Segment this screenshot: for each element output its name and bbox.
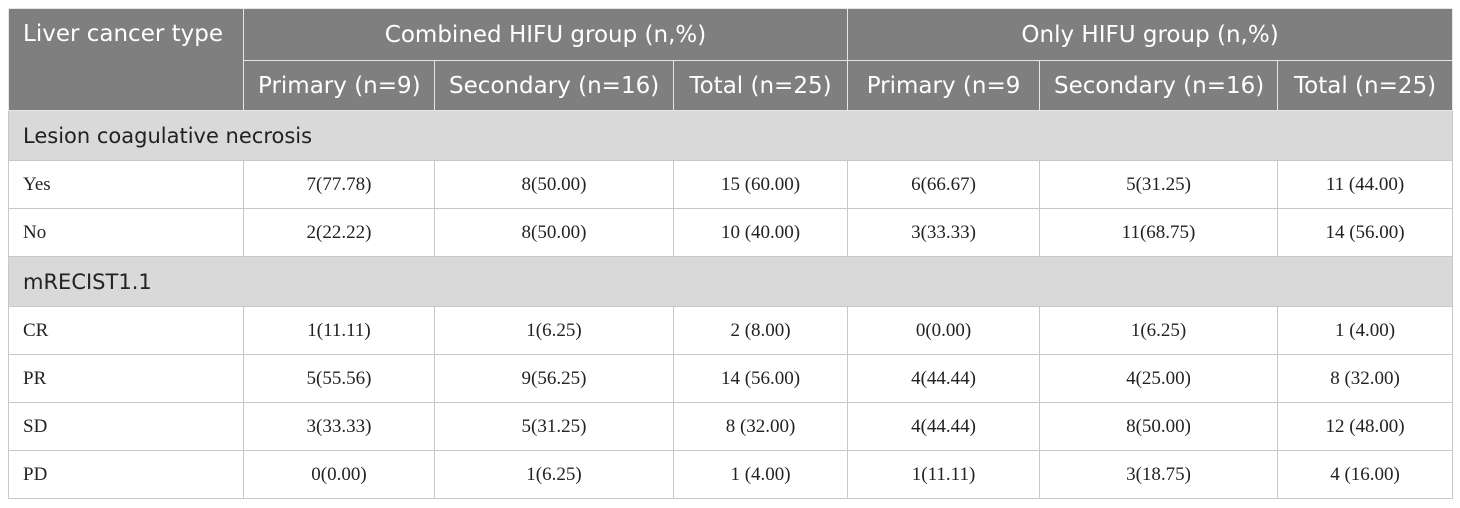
cell: 4(44.44) (847, 354, 1041, 403)
row-label: SD (8, 402, 244, 451)
cell: 7(77.78) (243, 160, 435, 209)
table-header: Liver cancer type Combined HIFU group (n… (8, 8, 1454, 111)
group-header: Only HIFU group (n,%) (847, 8, 1454, 61)
header-row: Primary (n=9) Secondary (n=16) Total (n=25… (9, 60, 1454, 111)
cell: 11(68.75) (1039, 208, 1279, 257)
column-header: Primary (n=9) (243, 60, 435, 111)
cell: 8 (32.00) (1277, 354, 1454, 403)
cell: 8(50.00) (434, 160, 674, 209)
header-row: Liver cancer type Combined HIFU group (n… (8, 8, 1454, 111)
row-label: PD (8, 450, 244, 499)
table-body: Lesion coagulative necrosis Yes 7(77.78) 8(… (7, 110, 1454, 499)
data-row: No 2(22.22) 8(50.00) 10 (40.00) 3(33.33) 11(6… (8, 208, 1454, 257)
cell: 10 (40.00) (672, 208, 849, 257)
section-title: mRECIST1.1 (7, 256, 1454, 307)
row-label: Yes (8, 160, 244, 209)
corner-header: Liver cancer type (8, 8, 244, 111)
column-header: Total (n=25) (1277, 60, 1454, 111)
row-label: PR (8, 354, 244, 403)
cell: 8(50.00) (1039, 402, 1279, 451)
data-row: Yes 7(77.78) 8(50.00) 15 (60.00) 6(66.67) 5(3… (8, 160, 1454, 209)
cell: 14 (56.00) (1277, 208, 1454, 257)
cell: 1(6.25) (434, 450, 674, 499)
cell: 1(6.25) (434, 306, 674, 355)
data-row: CR 1(11.11) 1(6.25) 2 (8.00) 0(0.00) 1(6.25) 1… (8, 306, 1454, 355)
section-row: Lesion coagulative necrosis (7, 110, 1454, 161)
column-header: Secondary (n=16) (1039, 60, 1279, 111)
row-label: No (8, 208, 244, 257)
cell: 15 (60.00) (672, 160, 849, 209)
cell: 0(0.00) (243, 450, 435, 499)
cell: 4 (16.00) (1277, 450, 1454, 499)
cell: 5(31.25) (434, 402, 674, 451)
cell: 9(56.25) (434, 354, 674, 403)
section-row: mRECIST1.1 (7, 256, 1454, 307)
cell: 3(18.75) (1039, 450, 1279, 499)
data-row: PD 0(0.00) 1(6.25) 1 (4.00) 1(11.11) 3(18.75)… (8, 450, 1454, 499)
cell: 1(6.25) (1039, 306, 1279, 355)
cell: 8(50.00) (434, 208, 674, 257)
cell: 2(22.22) (243, 208, 435, 257)
data-row: PR 5(55.56) 9(56.25) 14 (56.00) 4(44.44) 4(25… (8, 354, 1454, 403)
column-header: Total (n=25) (672, 60, 849, 111)
section-title: Lesion coagulative necrosis (7, 110, 1454, 161)
column-header: Secondary (n=16) (434, 60, 674, 111)
results-table: Liver cancer type Combined HIFU group (n… (7, 8, 1454, 499)
cell: 5(31.25) (1039, 160, 1279, 209)
cell: 5(55.56) (243, 354, 435, 403)
cell: 8 (32.00) (672, 402, 849, 451)
cell: 2 (8.00) (672, 306, 849, 355)
cell: 3(33.33) (847, 208, 1041, 257)
data-row: SD 3(33.33) 5(31.25) 8 (32.00) 4(44.44) 8(50.… (8, 402, 1454, 451)
cell: 14 (56.00) (672, 354, 849, 403)
cell: 0(0.00) (847, 306, 1041, 355)
cell: 1(11.11) (847, 450, 1041, 499)
cell: 1 (4.00) (672, 450, 849, 499)
cell: 4(44.44) (847, 402, 1041, 451)
cell: 3(33.33) (243, 402, 435, 451)
cell: 4(25.00) (1039, 354, 1279, 403)
cell: 12 (48.00) (1277, 402, 1454, 451)
row-label: CR (8, 306, 244, 355)
column-header: Primary (n=9 (847, 60, 1041, 111)
cell: 6(66.67) (847, 160, 1041, 209)
cell: 1 (4.00) (1277, 306, 1454, 355)
cell: 1(11.11) (243, 306, 435, 355)
cell: 11 (44.00) (1277, 160, 1454, 209)
group-header: Combined HIFU group (n,%) (242, 8, 849, 61)
